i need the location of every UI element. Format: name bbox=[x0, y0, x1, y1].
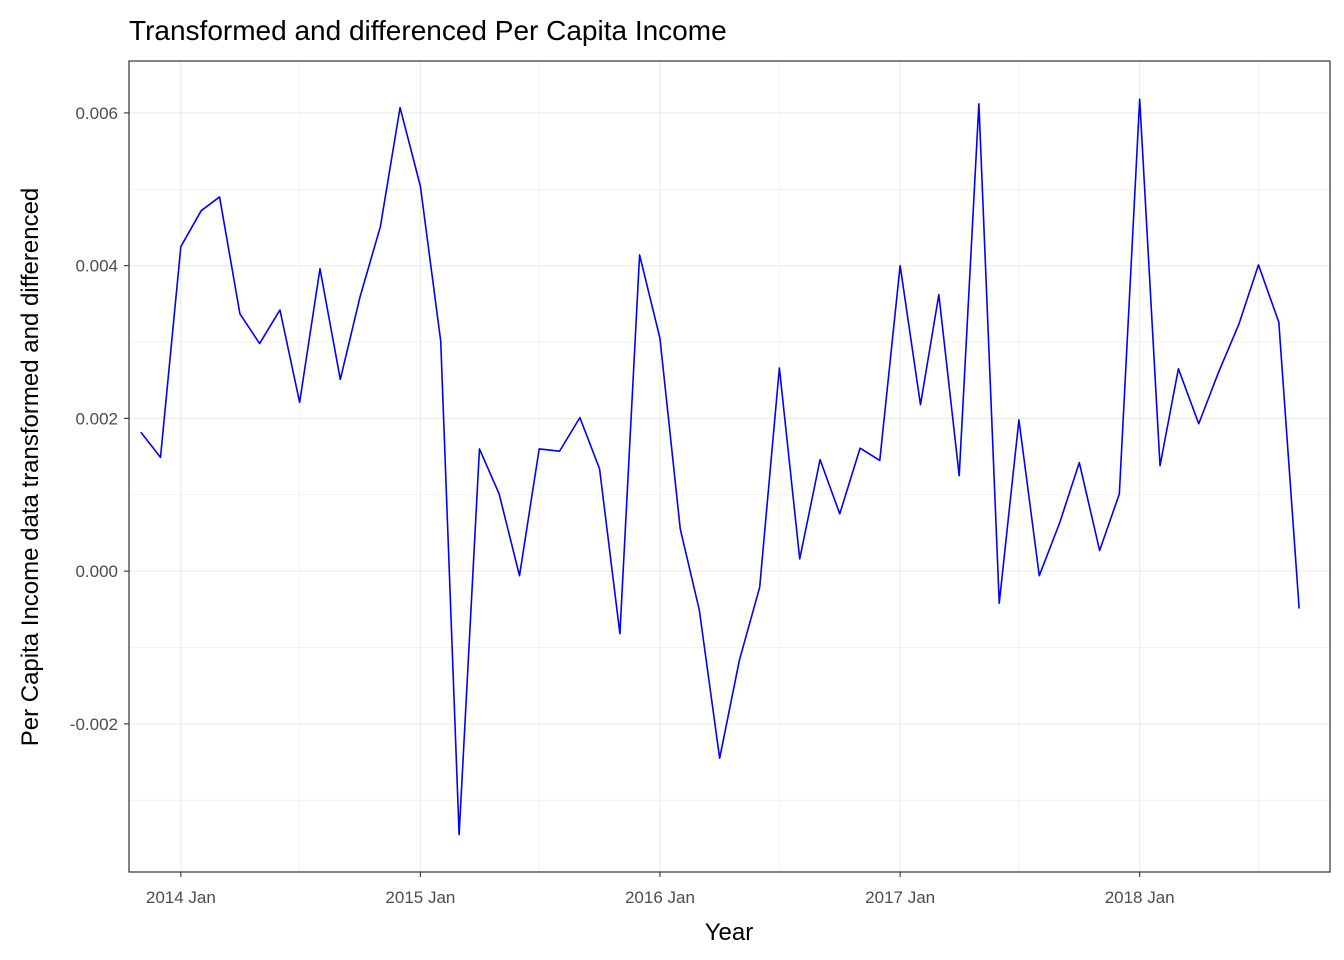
x-axis: 2014 Jan 2015 Jan 2016 Jan 2017 Jan 2018 Jan bbox=[146, 872, 1175, 907]
plot-border bbox=[128, 60, 1331, 873]
y-axis-title: Per Capita Income data transformed and d… bbox=[17, 188, 44, 747]
x-tick-label: 2015 Jan bbox=[385, 888, 455, 907]
y-tick-label: 0.000 bbox=[75, 562, 118, 581]
series-layer bbox=[140, 98, 1300, 836]
y-axis: -0.002 0.000 0.002 0.004 0.006 bbox=[70, 104, 129, 734]
x-tick-label: 2016 Jan bbox=[625, 888, 695, 907]
x-tick-label: 2014 Jan bbox=[146, 888, 216, 907]
grid-major bbox=[129, 61, 1330, 872]
x-axis-title: Year bbox=[705, 919, 754, 946]
grid-minor bbox=[129, 61, 1330, 872]
series-line bbox=[140, 98, 1300, 836]
y-tick-label: 0.006 bbox=[75, 104, 118, 123]
y-tick-label: 0.002 bbox=[75, 409, 118, 428]
y-tick-label: 0.004 bbox=[75, 257, 118, 276]
x-tick-label: 2017 Jan bbox=[865, 888, 935, 907]
chart-title: Transformed and differenced Per Capita I… bbox=[129, 15, 727, 46]
y-tick-label: -0.002 bbox=[70, 715, 118, 734]
x-tick-label: 2018 Jan bbox=[1105, 888, 1175, 907]
